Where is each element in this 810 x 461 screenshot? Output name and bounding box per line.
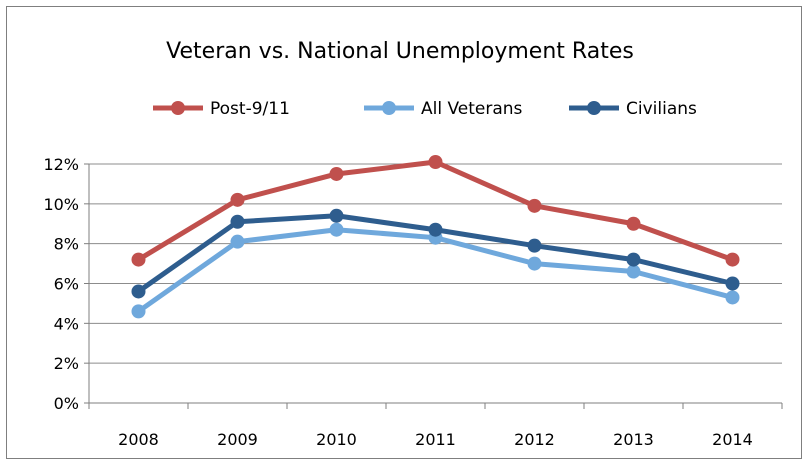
legend-item: Civilians	[569, 99, 697, 119]
data-point	[725, 276, 740, 291]
y-tick-label: 10%	[43, 195, 79, 214]
legend-label: All Veterans	[421, 99, 523, 119]
data-point	[131, 284, 146, 299]
y-tick-label: 2%	[54, 354, 79, 373]
data-point	[230, 192, 245, 207]
x-tick-label: 2012	[514, 430, 555, 449]
data-point	[329, 208, 344, 223]
series-all-veterans	[131, 222, 740, 319]
legend-swatch-marker	[171, 101, 185, 115]
legend: Post-9/11 All Veterans Civilians	[153, 99, 697, 119]
data-point	[725, 290, 740, 305]
data-point	[230, 234, 245, 249]
axes	[84, 163, 783, 409]
data-point	[329, 222, 344, 237]
x-tick-label: 2008	[118, 430, 159, 449]
legend-item: All Veterans	[364, 99, 523, 119]
data-point	[428, 222, 443, 237]
legend-swatch-marker	[382, 101, 396, 115]
legend-swatch-marker	[587, 101, 601, 115]
y-tick-label: 0%	[54, 394, 79, 413]
data-point	[626, 216, 641, 231]
y-tick-label: 8%	[54, 235, 79, 254]
data-point	[329, 166, 344, 181]
x-tick-label: 2013	[613, 430, 654, 449]
x-tick-label: 2011	[415, 430, 456, 449]
data-point	[527, 238, 542, 253]
data-point	[131, 252, 146, 267]
series-lines	[131, 155, 740, 319]
y-tick-label: 4%	[54, 314, 79, 333]
series-line	[136, 159, 735, 263]
data-point	[527, 198, 542, 213]
legend-label: Post-9/11	[210, 99, 290, 119]
data-point	[725, 252, 740, 267]
legend-label: Civilians	[626, 99, 697, 119]
data-point	[230, 214, 245, 229]
data-point	[626, 264, 641, 279]
x-tick-label: 2009	[217, 430, 258, 449]
legend-item: Post-9/11	[153, 99, 290, 119]
data-point	[626, 252, 641, 267]
gridlines	[89, 163, 782, 364]
y-tick-label: 12%	[43, 155, 79, 174]
data-point	[131, 304, 146, 319]
x-tick-label: 2010	[316, 430, 357, 449]
series-post-9-11	[131, 155, 740, 267]
y-tick-labels: 0% 2% 4% 6% 8% 10% 12%	[43, 155, 79, 413]
series-civilians	[131, 208, 740, 299]
x-tick-label: 2014	[712, 430, 753, 449]
y-tick-label: 6%	[54, 275, 79, 294]
data-point	[428, 155, 443, 170]
chart-frame	[6, 6, 802, 459]
x-tick-labels: 2008 2009 2010 2011 2012 2013 2014	[118, 430, 753, 449]
chart-title: Veteran vs. National Unemployment Rates	[166, 39, 634, 64]
data-point	[527, 256, 542, 271]
